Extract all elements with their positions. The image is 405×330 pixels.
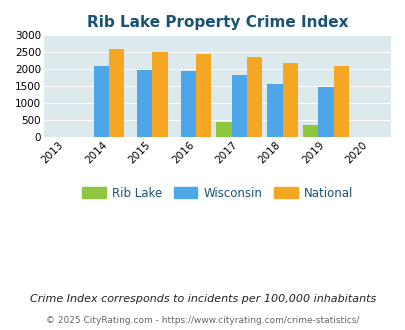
Bar — [109, 49, 124, 137]
Bar — [180, 71, 195, 137]
Bar — [152, 52, 167, 137]
Bar — [195, 54, 211, 137]
Bar — [303, 125, 318, 137]
Bar — [282, 63, 297, 137]
Bar — [246, 57, 261, 137]
Bar — [137, 70, 152, 137]
Bar — [267, 84, 282, 137]
Bar — [216, 122, 231, 137]
Text: Crime Index corresponds to incidents per 100,000 inhabitants: Crime Index corresponds to incidents per… — [30, 294, 375, 304]
Legend: Rib Lake, Wisconsin, National: Rib Lake, Wisconsin, National — [77, 182, 357, 204]
Bar — [94, 66, 109, 137]
Text: © 2025 CityRating.com - https://www.cityrating.com/crime-statistics/: © 2025 CityRating.com - https://www.city… — [46, 316, 359, 325]
Title: Rib Lake Property Crime Index: Rib Lake Property Crime Index — [87, 15, 347, 30]
Bar — [318, 87, 333, 137]
Bar — [231, 75, 246, 137]
Bar — [333, 66, 348, 137]
